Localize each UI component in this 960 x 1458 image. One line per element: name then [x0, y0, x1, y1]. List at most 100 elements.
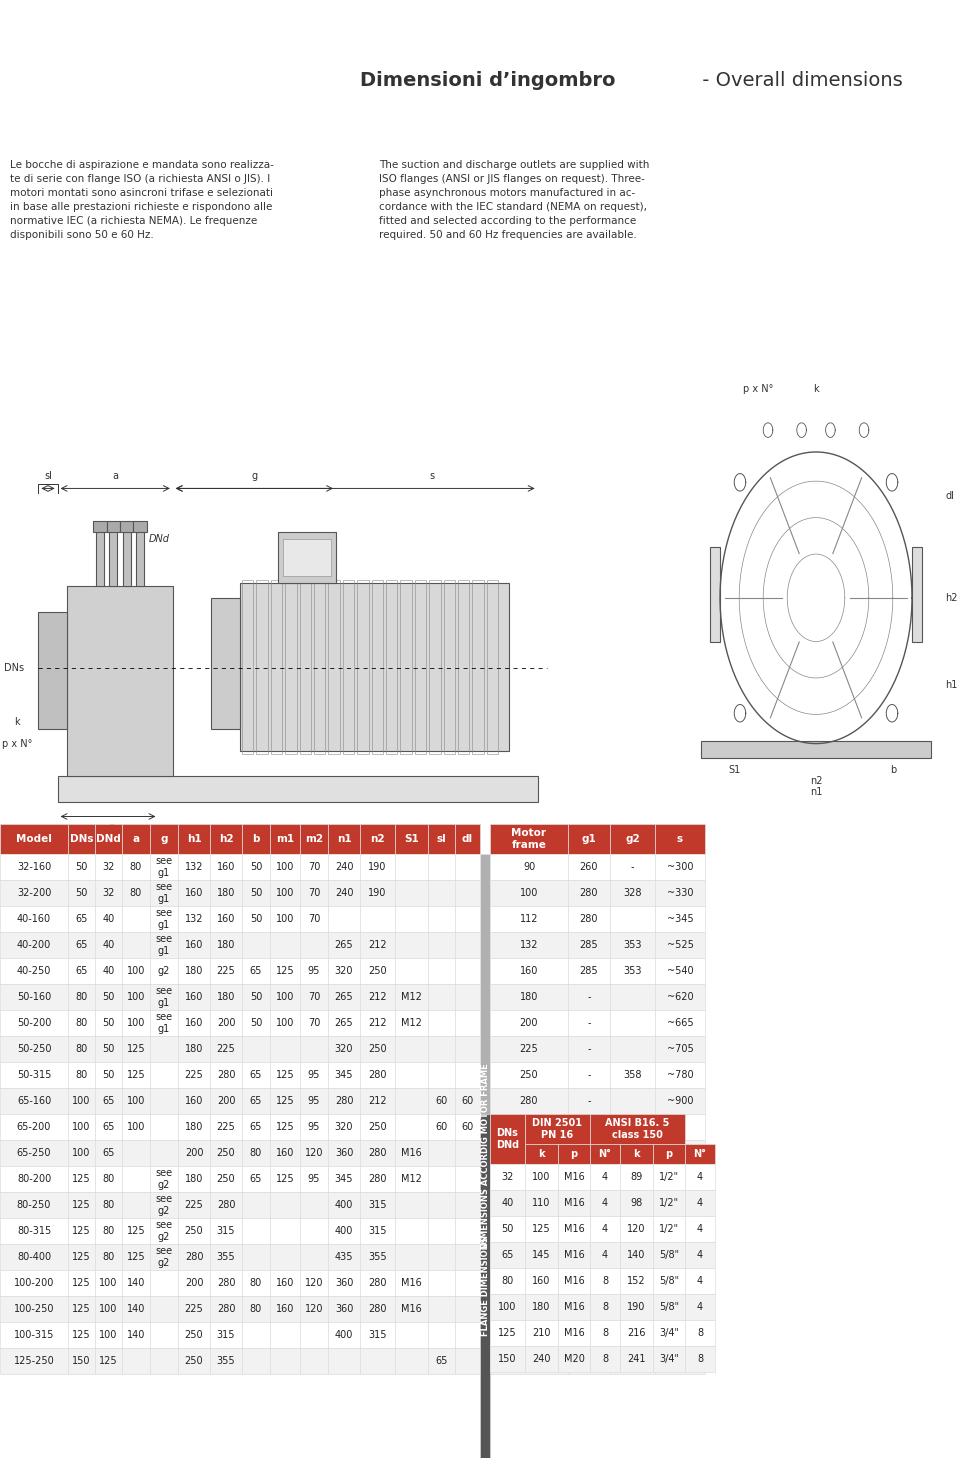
Bar — [480, 854, 490, 1458]
Bar — [270, 1166, 300, 1191]
Bar — [655, 932, 705, 958]
Text: 50-250: 50-250 — [16, 1044, 51, 1054]
Text: 125: 125 — [72, 1277, 91, 1287]
Bar — [701, 741, 931, 758]
Bar — [300, 1010, 328, 1035]
Bar — [487, 580, 498, 754]
Text: 160: 160 — [519, 965, 539, 975]
Text: 60: 60 — [436, 1096, 447, 1105]
Text: 95: 95 — [308, 1096, 321, 1105]
Bar — [610, 932, 655, 958]
Bar — [178, 905, 210, 932]
Text: S1: S1 — [729, 765, 740, 776]
Bar — [655, 1166, 705, 1191]
Bar — [455, 1322, 480, 1349]
Bar — [178, 1349, 210, 1373]
Text: 50-315: 50-315 — [17, 1070, 51, 1080]
Bar — [122, 1035, 150, 1061]
Text: 5/8": 5/8" — [659, 1302, 679, 1312]
Bar — [122, 1114, 150, 1140]
Text: M16: M16 — [564, 1276, 585, 1286]
Bar — [395, 1166, 428, 1191]
Bar — [395, 1088, 428, 1114]
Bar — [136, 528, 144, 586]
Text: 100: 100 — [72, 1147, 90, 1158]
Bar — [653, 1293, 685, 1319]
Text: 150: 150 — [498, 1354, 516, 1365]
Text: 80: 80 — [76, 1044, 87, 1054]
Text: 250: 250 — [217, 1147, 235, 1158]
Bar — [68, 1296, 95, 1322]
Bar — [655, 1061, 705, 1088]
Text: b: b — [252, 834, 260, 844]
Bar — [328, 1061, 360, 1088]
Bar — [278, 532, 336, 583]
Text: -: - — [588, 1096, 590, 1105]
Text: 1/2": 1/2" — [659, 1172, 679, 1182]
Bar — [395, 1217, 428, 1244]
Bar — [610, 1244, 655, 1270]
Bar — [685, 1242, 715, 1268]
Bar — [455, 1088, 480, 1114]
Bar — [490, 1190, 525, 1216]
Text: ~525: ~525 — [666, 940, 693, 949]
Bar — [455, 1244, 480, 1270]
Text: 160: 160 — [185, 940, 204, 949]
Text: 65: 65 — [435, 1356, 447, 1366]
Text: 70: 70 — [308, 914, 321, 924]
Bar — [653, 1190, 685, 1216]
Bar — [590, 1242, 620, 1268]
Text: 110: 110 — [532, 1198, 551, 1207]
Bar — [455, 1114, 480, 1140]
Bar — [133, 521, 147, 532]
Bar — [0, 1322, 68, 1349]
Text: 32: 32 — [501, 1172, 514, 1182]
Text: 80-315: 80-315 — [17, 1226, 51, 1236]
Bar — [150, 854, 178, 879]
Bar — [428, 879, 455, 905]
Text: 125: 125 — [276, 965, 295, 975]
Bar — [590, 1293, 620, 1319]
Bar — [455, 932, 480, 958]
Text: see
g1: see g1 — [156, 986, 173, 1007]
Bar — [558, 1268, 590, 1293]
Bar — [150, 1140, 178, 1166]
Bar — [395, 824, 428, 854]
Bar — [93, 521, 107, 532]
Bar — [210, 1349, 242, 1373]
Text: ~300: ~300 — [667, 862, 693, 872]
Text: M16: M16 — [401, 1277, 421, 1287]
Bar — [590, 1216, 620, 1242]
Text: 40-200: 40-200 — [17, 940, 51, 949]
Bar — [655, 1244, 705, 1270]
Text: 4: 4 — [697, 1223, 703, 1233]
Text: 95: 95 — [308, 1070, 321, 1080]
Bar — [300, 1140, 328, 1166]
Bar — [210, 1114, 242, 1140]
Bar — [270, 1010, 300, 1035]
Bar — [590, 1346, 620, 1372]
Bar — [95, 1166, 122, 1191]
Text: 120: 120 — [304, 1147, 324, 1158]
Text: 50: 50 — [250, 1018, 262, 1028]
Bar — [95, 1217, 122, 1244]
Text: 180: 180 — [185, 1174, 204, 1184]
Bar — [300, 984, 328, 1010]
Text: 95: 95 — [308, 1174, 321, 1184]
Text: k: k — [634, 1149, 639, 1159]
Text: 100: 100 — [276, 914, 294, 924]
Text: 8: 8 — [602, 1328, 608, 1338]
Bar — [271, 580, 282, 754]
Bar — [685, 1293, 715, 1319]
Text: 132: 132 — [184, 914, 204, 924]
Text: 4: 4 — [697, 1172, 703, 1182]
Bar — [455, 1140, 480, 1166]
Bar — [300, 1114, 328, 1140]
Bar — [283, 539, 331, 576]
Text: M20: M20 — [564, 1354, 585, 1365]
Bar — [590, 1163, 620, 1190]
Text: 50: 50 — [103, 1070, 114, 1080]
Bar — [242, 905, 270, 932]
Bar — [328, 1217, 360, 1244]
Bar — [270, 1296, 300, 1322]
